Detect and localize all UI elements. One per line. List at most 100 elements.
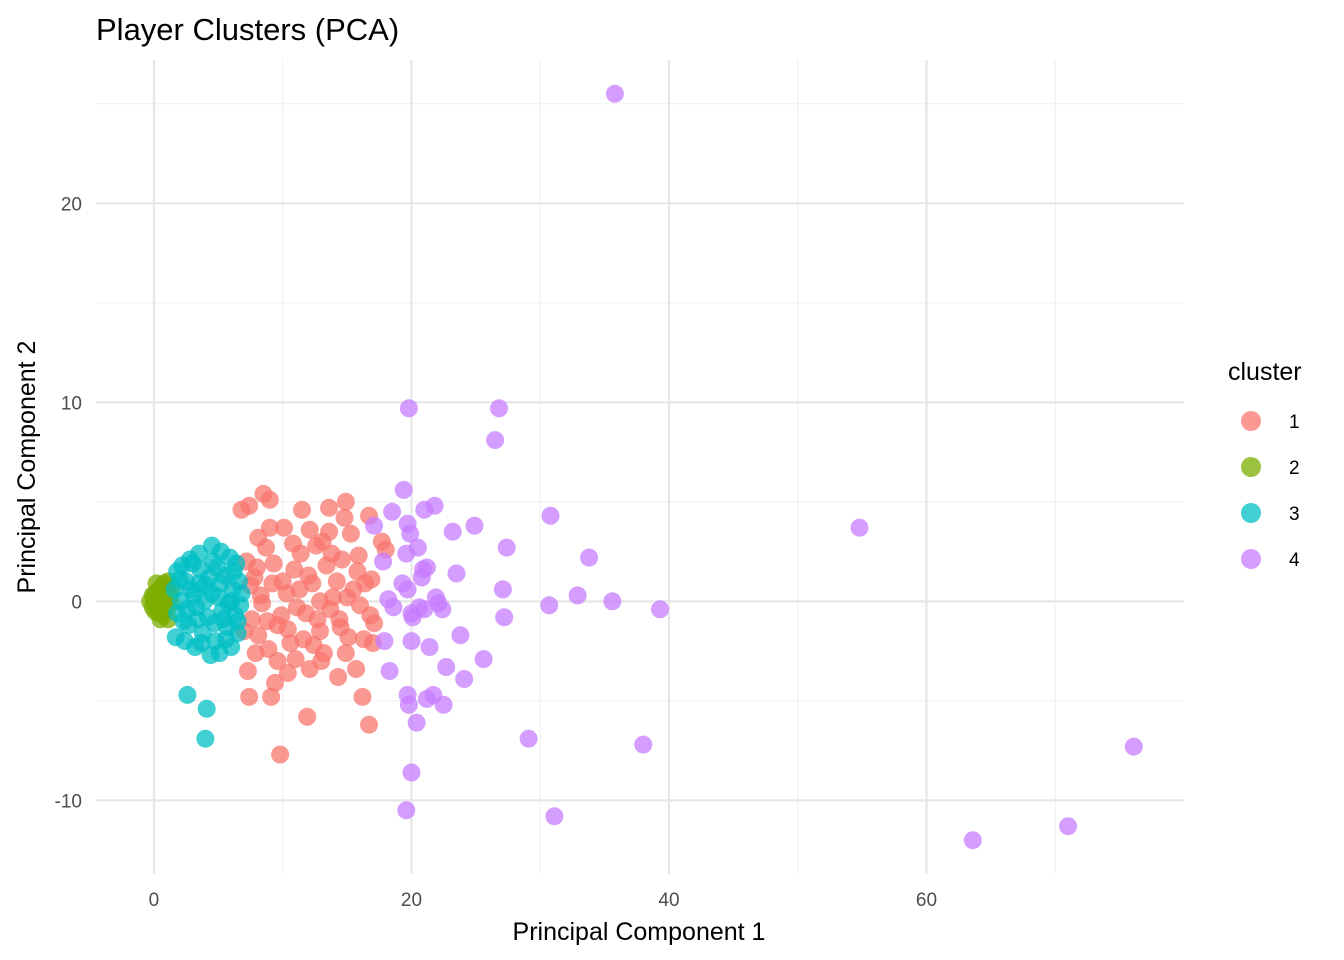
- cluster-1-point: [268, 652, 287, 670]
- cluster-4-point: [443, 522, 462, 541]
- cluster-1-point: [238, 662, 257, 680]
- cluster-1-point: [286, 650, 305, 669]
- cluster-1-point: [299, 566, 318, 585]
- major-gridlines: [96, 60, 1184, 874]
- cluster-1-point: [257, 538, 275, 557]
- cluster-4-point: [580, 548, 599, 567]
- cluster-4-point: [474, 650, 493, 669]
- cluster-1-point: [260, 490, 279, 509]
- cluster-1-point: [360, 715, 378, 734]
- cluster-4-point: [399, 695, 418, 714]
- cluster-4-point: [603, 592, 622, 611]
- cluster-4-point: [850, 518, 869, 537]
- cluster-3-point: [196, 729, 215, 748]
- cluster-3-point: [178, 685, 197, 704]
- cluster-4-point: [497, 538, 516, 557]
- x-axis-tick-labels: 0 20 40 60: [149, 890, 937, 911]
- cluster-1-point: [320, 498, 339, 517]
- cluster-1-point: [246, 644, 265, 663]
- cluster-1-point: [260, 518, 279, 537]
- cluster-1-point: [263, 574, 282, 593]
- y-axis-tick-labels: -10 0 10 20: [55, 194, 82, 812]
- y-axis-title: Principal Component 2: [13, 341, 41, 594]
- cluster-4-point: [384, 598, 403, 617]
- cluster-4-point: [486, 431, 505, 450]
- cluster-1-point: [308, 610, 327, 629]
- legend-key-2: [1241, 457, 1261, 477]
- cluster-4-point: [412, 568, 431, 587]
- cluster-4-point: [634, 735, 653, 754]
- y-tick-label: 10: [61, 393, 82, 414]
- cluster-1-point: [327, 572, 346, 591]
- y-tick-label: -10: [55, 791, 82, 812]
- cluster-4-point: [383, 502, 402, 521]
- cluster-3-point: [192, 634, 211, 653]
- cluster-4-point: [493, 580, 512, 599]
- x-tick-label: 20: [401, 890, 422, 911]
- cluster-4-point: [1124, 737, 1143, 756]
- cluster-4-point: [451, 626, 470, 645]
- cluster-3-point: [217, 630, 235, 649]
- cluster-1-point: [253, 594, 272, 613]
- x-tick-label: 60: [916, 890, 937, 911]
- cluster-4-point: [1059, 817, 1078, 836]
- cluster-4-point: [374, 552, 393, 571]
- cluster-4-point: [415, 500, 434, 519]
- cluster-1-point: [262, 687, 281, 706]
- data-points: [141, 84, 1143, 850]
- cluster-4-point: [401, 524, 420, 543]
- cluster-1-point: [311, 592, 329, 611]
- cluster-1-point: [338, 588, 357, 607]
- legend-label-1: 1: [1289, 412, 1300, 433]
- cluster-4-point: [402, 632, 421, 651]
- cluster-4-point: [394, 480, 413, 499]
- cluster-1-point: [287, 598, 306, 617]
- cluster-1-point: [347, 660, 366, 678]
- cluster-4-point: [407, 713, 426, 732]
- cluster-4-point: [541, 506, 560, 525]
- cluster-1-point: [329, 668, 348, 686]
- legend-title: cluster: [1228, 358, 1302, 386]
- cluster-1-point: [275, 518, 293, 537]
- cluster-1-point: [240, 687, 259, 706]
- cluster-2-point: [151, 610, 170, 629]
- cluster-1-point: [341, 524, 360, 543]
- legend-label-2: 2: [1289, 458, 1300, 479]
- cluster-4-point: [465, 516, 484, 535]
- cluster-1-point: [278, 664, 297, 682]
- cluster-3-point: [170, 570, 189, 589]
- legend: cluster 1 2 3 4: [1228, 358, 1302, 571]
- cluster-1-point: [322, 544, 341, 563]
- x-axis-title: Principal Component 1: [513, 918, 766, 946]
- cluster-4-point: [397, 801, 416, 820]
- cluster-3-point: [190, 574, 208, 593]
- cluster-1-point: [240, 496, 259, 515]
- chart-title: Player Clusters (PCA): [96, 12, 399, 47]
- cluster-4-point: [399, 399, 418, 418]
- cluster-1-point: [304, 636, 323, 655]
- cluster-4-point: [433, 600, 452, 619]
- cluster-3-point: [183, 554, 202, 573]
- cluster-1-point: [247, 558, 266, 577]
- y-tick-label: 20: [61, 194, 82, 215]
- cluster-3-point: [228, 612, 247, 631]
- cluster-4-point: [540, 596, 559, 615]
- cluster-1-point: [356, 574, 375, 593]
- cluster-1-point: [331, 618, 350, 637]
- cluster-3-point: [178, 600, 197, 619]
- cluster-1-point: [266, 673, 284, 692]
- cluster-3-point: [224, 562, 243, 581]
- cluster-4-point: [402, 763, 421, 782]
- cluster-4-point: [455, 670, 474, 688]
- cluster-4-point: [495, 608, 514, 627]
- cluster-1-point: [298, 707, 317, 726]
- cluster-1-point: [264, 554, 283, 573]
- cluster-4-point: [963, 831, 982, 850]
- cluster-1-point: [336, 492, 355, 511]
- cluster-4-point: [375, 632, 394, 651]
- legend-label-4: 4: [1289, 550, 1300, 571]
- cluster-1-point: [349, 546, 368, 565]
- cluster-4-point: [365, 516, 384, 535]
- cluster-1-point: [272, 606, 291, 625]
